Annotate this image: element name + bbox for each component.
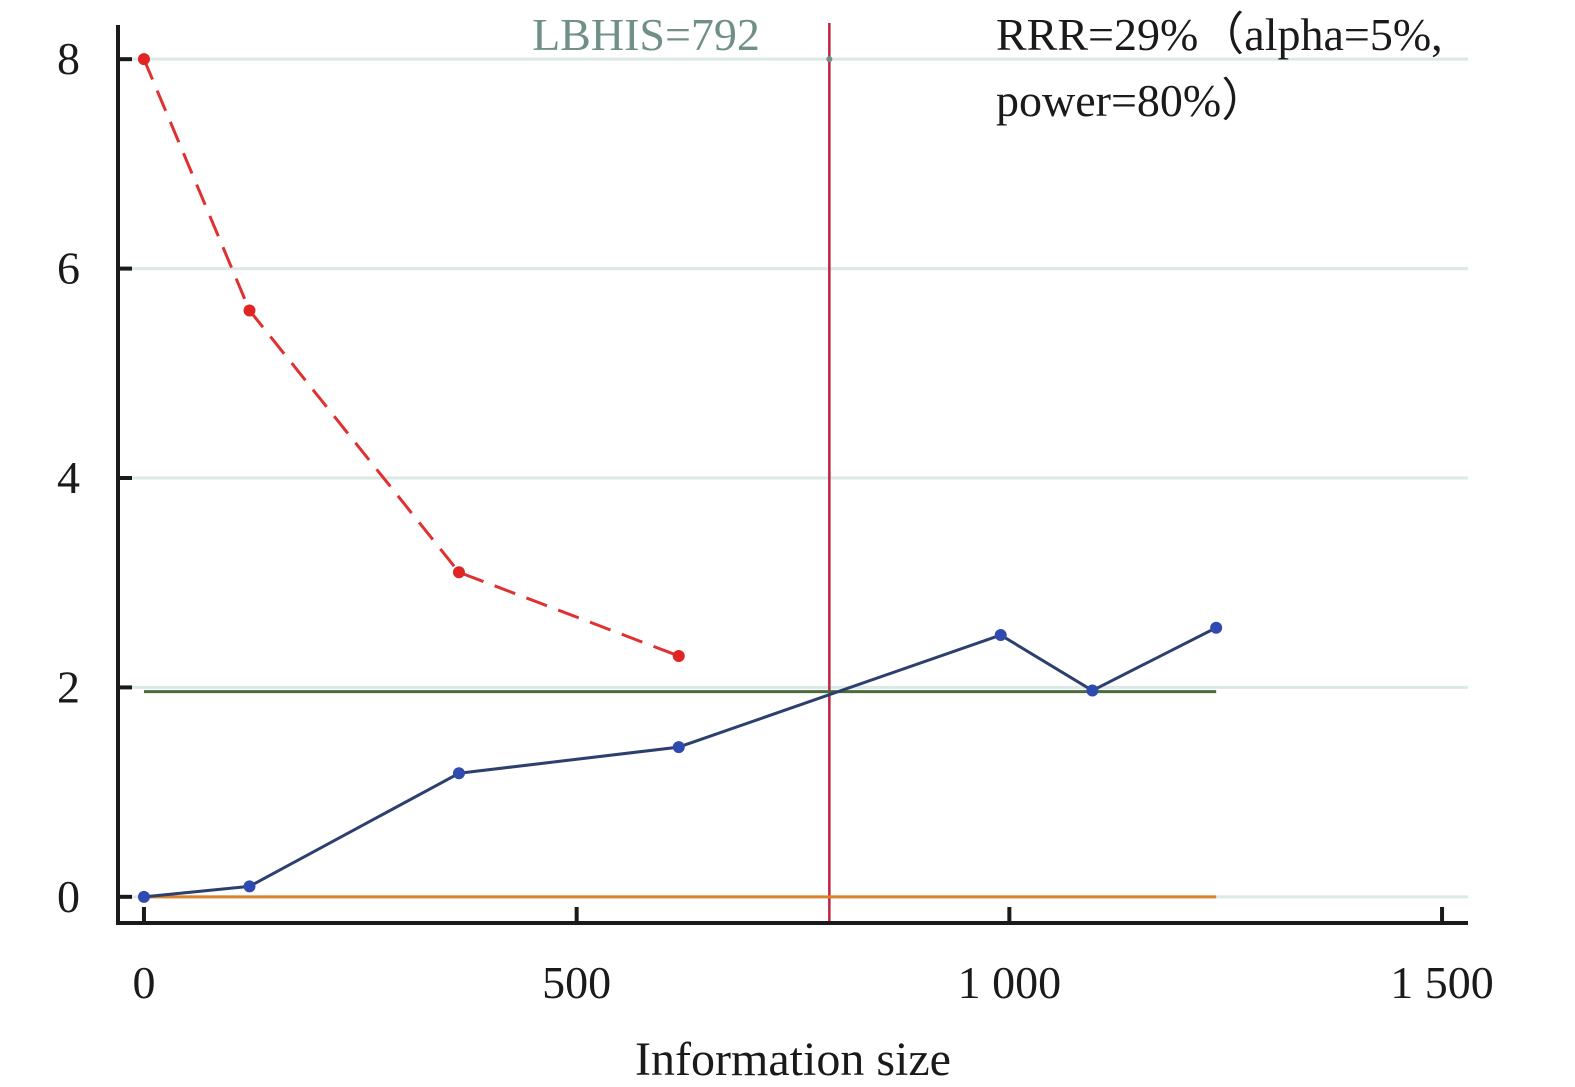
- y-tick-label: 6: [57, 243, 80, 294]
- grid-lines: [118, 57, 1468, 899]
- monitoring-boundary-point: [452, 566, 465, 579]
- z-curve-point: [137, 890, 150, 903]
- rrr-annotation-line2: power=80%）: [996, 75, 1267, 126]
- monitoring-boundary-point: [672, 650, 685, 662]
- z-curve-point: [994, 629, 1007, 642]
- z-curve-point: [452, 767, 465, 780]
- x-tick-label: 1 000: [958, 957, 1062, 1008]
- series-lines: [137, 53, 1223, 903]
- y-tick-label: 0: [57, 871, 80, 922]
- monitoring-boundary-line: [142, 58, 680, 658]
- y-tick-label: 8: [57, 33, 80, 84]
- x-axis-title: Information size: [635, 1033, 951, 1086]
- y-tick-label: 2: [57, 661, 80, 712]
- ticks: 0 2 4 6 8 0 500 1 000 1 500: [57, 33, 1494, 1008]
- monitoring-boundary-point: [137, 53, 150, 66]
- lbhis-marker: [826, 56, 833, 63]
- z-curve-point: [1210, 621, 1223, 634]
- rrr-annotation-line1: RRR=29%（alpha=5%,: [996, 9, 1443, 60]
- x-tick-label: 0: [132, 957, 155, 1008]
- z-curve-line: [143, 626, 1217, 899]
- y-tick-label: 4: [57, 452, 80, 503]
- x-tick-label: 1 500: [1390, 957, 1494, 1008]
- lbhis-annotation: LBHIS=792: [532, 9, 760, 60]
- reference-lines: [826, 23, 833, 923]
- axes: [116, 25, 1468, 925]
- monitoring-boundary-point: [243, 304, 256, 317]
- z-curve-point: [1086, 684, 1099, 697]
- z-curve-point: [672, 741, 685, 754]
- z-curve-point: [243, 880, 256, 893]
- x-tick-label: 500: [542, 957, 611, 1008]
